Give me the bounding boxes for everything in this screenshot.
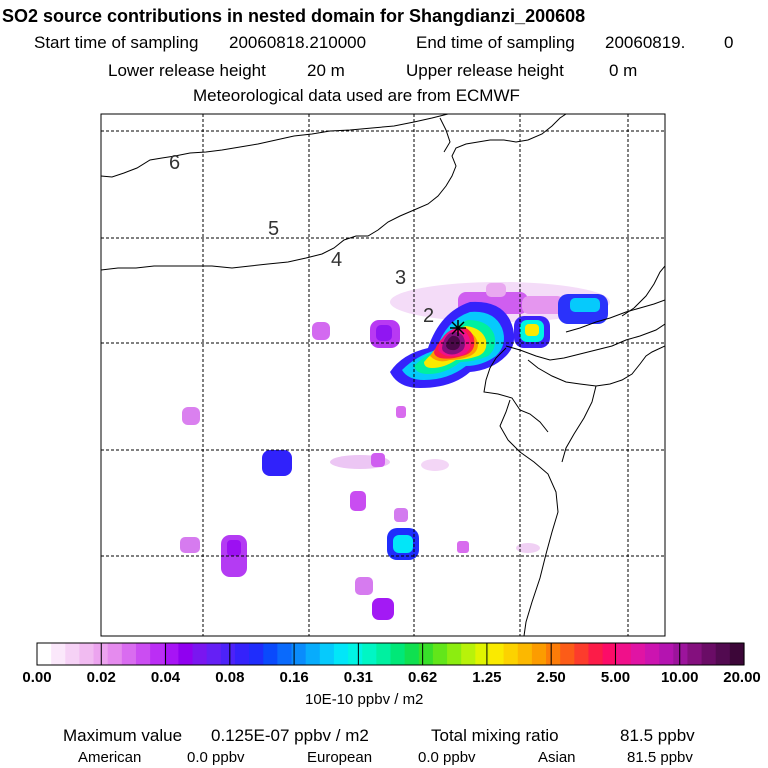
colorbar-cell (461, 643, 476, 665)
colorbar-cell (489, 643, 505, 665)
colorbar-cell (305, 643, 321, 665)
colorbar-tick-label: 0.08 (215, 669, 245, 686)
colorbar-cell (135, 643, 151, 665)
asian-value: 81.5 ppbv (627, 749, 693, 766)
colorbar-cell (616, 643, 632, 665)
colorbar-cell (673, 643, 689, 665)
colorbar-cell (715, 643, 731, 665)
colorbar-cell (390, 643, 406, 665)
lower-height-value: 20 m (307, 61, 345, 80)
colorbar-cell (560, 643, 575, 665)
colorbar-cell (319, 643, 335, 665)
colorbar-cell (531, 643, 547, 665)
colorbar (37, 643, 745, 665)
colorbar-cell (37, 643, 52, 665)
colorbar-unit-label: 10E-10 ppbv / m2 (305, 691, 424, 708)
colorbar-cell (376, 643, 392, 665)
upper-height-value: 0 m (609, 61, 638, 80)
graticule-grid (101, 114, 665, 636)
coastline-lines (101, 114, 665, 636)
colorbar-tick-label: 0.31 (343, 669, 373, 686)
colorbar-cell (447, 643, 462, 665)
european-label: European (307, 749, 373, 766)
colorbar-cell (150, 643, 165, 665)
colorbar-tick-label: 0.04 (150, 669, 181, 686)
colorbar-cell (206, 643, 222, 665)
colorbar-cell (517, 643, 533, 665)
receptor-site-marker-icon (450, 320, 466, 336)
colorbar-cell (192, 643, 208, 665)
colorbar-cell (729, 643, 745, 665)
colorbar-cell (645, 643, 660, 665)
region-label-6: 6 (169, 152, 180, 174)
colorbar-cell (348, 643, 363, 665)
colorbar-cell (164, 643, 179, 665)
colorbar-cell (121, 643, 137, 665)
colorbar-cell (249, 643, 264, 665)
end-time-label: End time of sampling (416, 33, 575, 52)
colorbar-cell (687, 643, 703, 665)
map-frame (100, 113, 666, 637)
map-background (101, 114, 665, 636)
region-label-5: 5 (268, 218, 279, 240)
colorbar-cell (475, 643, 491, 665)
colorbar-tick-label: 0.02 (86, 669, 116, 686)
colorbar-cell (701, 643, 717, 665)
total-mixing-label: Total mixing ratio (431, 726, 559, 745)
colorbar-ticks (36, 643, 745, 665)
colorbar-cell (574, 643, 590, 665)
region-label-3: 3 (395, 267, 406, 289)
colorbar-cell (234, 643, 250, 665)
lower-height-label: Lower release height (108, 61, 266, 80)
colorbar-tick-label: 0.16 (279, 669, 309, 686)
european-value: 0.0 ppbv (418, 749, 476, 766)
colorbar-cell (362, 643, 377, 665)
colorbar-cell (432, 643, 448, 665)
colorbar-tick-label: 2.50 (536, 669, 566, 686)
colorbar-cell (333, 643, 349, 665)
colorbar-cell (418, 643, 434, 665)
colorbar-cell (79, 643, 95, 665)
colorbar-tick-label: 20.00 (723, 669, 761, 686)
colorbar-cell (630, 643, 646, 665)
colorbar-tick-label: 1.25 (472, 669, 502, 686)
colorbar-cell (51, 643, 66, 665)
colorbar-cell (277, 643, 293, 665)
asian-label: Asian (538, 749, 576, 766)
colorbar-cell (602, 643, 618, 665)
colorbar-tick-label: 10.00 (660, 669, 699, 686)
american-value: 0.0 ppbv (187, 749, 245, 766)
end-time-value: 20060819. (605, 33, 686, 52)
colorbar-tick-label: 0.62 (408, 669, 438, 686)
colorbar-cell (546, 643, 561, 665)
total-mixing-value: 81.5 ppbv (620, 726, 695, 745)
colorbar-cell (404, 643, 420, 665)
colorbar-cell (178, 643, 194, 665)
colorbar-tick-label: 0.00 (22, 669, 52, 686)
met-data-line: Meteorological data used are from ECMWF (193, 86, 520, 105)
american-label: American (78, 749, 142, 766)
colorbar-cell (291, 643, 307, 665)
start-time-label: Start time of sampling (34, 33, 199, 52)
colorbar-cell (263, 643, 278, 665)
start-time-value: 20060818.210000 (229, 33, 367, 52)
region-label-2: 2 (423, 305, 434, 327)
upper-height-label: Upper release height (406, 61, 564, 80)
region-labels: 6 5 4 3 2 (169, 152, 434, 327)
max-value-label: Maximum value (63, 726, 183, 745)
page-title: SO2 source contributions in nested domai… (2, 6, 586, 26)
end-time-extra: 0 (724, 33, 734, 52)
colorbar-cell (220, 643, 236, 665)
colorbar-cell (65, 643, 81, 665)
colorbar-cell (659, 643, 674, 665)
colorbar-cell (107, 643, 123, 665)
concentration-field (180, 282, 610, 620)
colorbar-tick-label: 5.00 (600, 669, 631, 686)
colorbar-cell (588, 643, 604, 665)
region-label-4: 4 (331, 249, 342, 271)
max-value: 0.125E-07 ppbv / m2 (211, 726, 369, 745)
colorbar-cell (503, 643, 519, 665)
